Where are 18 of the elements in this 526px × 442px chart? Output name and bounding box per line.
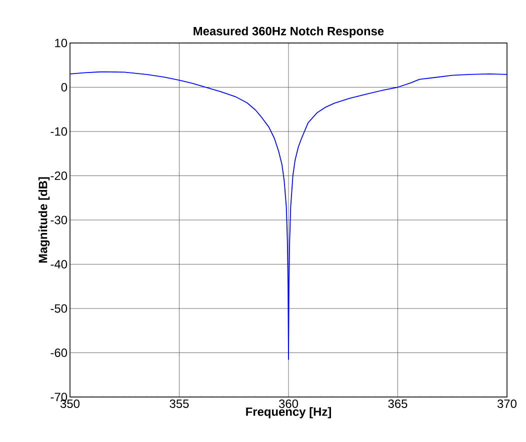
y-tick-label: -10 — [50, 127, 68, 136]
y-tick-label: 10 — [55, 38, 68, 48]
y-tick-label: -70 — [50, 392, 68, 402]
x-axis-title: Frequency [Hz] — [246, 407, 331, 418]
y-tick-label: -30 — [50, 216, 68, 224]
x-tick-label: 350 — [60, 399, 80, 408]
x-tick-label: 370 — [497, 399, 517, 408]
chart-title: Measured 360Hz Notch Response — [194, 26, 384, 38]
x-tick-label: 355 — [170, 399, 189, 408]
x-tick-label: 365 — [388, 399, 408, 408]
y-axis-title: Magnitude [dB] — [38, 177, 50, 263]
y-tick-label: -60 — [50, 348, 68, 357]
y-tick-label: -50 — [50, 304, 68, 313]
y-tick-label: -40 — [50, 260, 68, 268]
x-tick-label: 360 — [278, 399, 298, 408]
y-tick-label: -20 — [50, 172, 68, 180]
line-series — [70, 71, 508, 360]
y-tick-label: 0 — [61, 83, 68, 92]
